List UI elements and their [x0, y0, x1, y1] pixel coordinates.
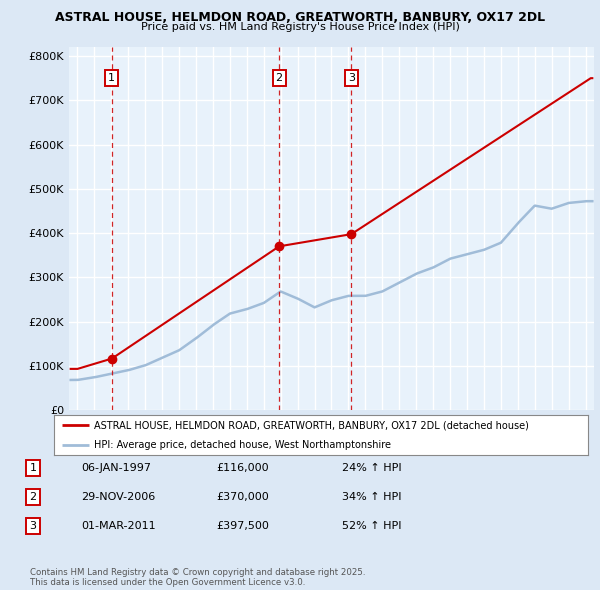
Text: Contains HM Land Registry data © Crown copyright and database right 2025.
This d: Contains HM Land Registry data © Crown c…	[30, 568, 365, 587]
Text: £116,000: £116,000	[216, 463, 269, 473]
Text: 29-NOV-2006: 29-NOV-2006	[81, 492, 155, 502]
Text: 3: 3	[348, 73, 355, 83]
Text: 2: 2	[29, 492, 37, 502]
Text: 1: 1	[108, 73, 115, 83]
Text: Price paid vs. HM Land Registry's House Price Index (HPI): Price paid vs. HM Land Registry's House …	[140, 22, 460, 32]
Text: 01-MAR-2011: 01-MAR-2011	[81, 521, 155, 530]
Text: ASTRAL HOUSE, HELMDON ROAD, GREATWORTH, BANBURY, OX17 2DL: ASTRAL HOUSE, HELMDON ROAD, GREATWORTH, …	[55, 11, 545, 24]
Text: HPI: Average price, detached house, West Northamptonshire: HPI: Average price, detached house, West…	[94, 441, 391, 450]
Text: 52% ↑ HPI: 52% ↑ HPI	[342, 521, 401, 530]
Text: 34% ↑ HPI: 34% ↑ HPI	[342, 492, 401, 502]
Text: 06-JAN-1997: 06-JAN-1997	[81, 463, 151, 473]
Text: 2: 2	[275, 73, 283, 83]
Text: 1: 1	[29, 463, 37, 473]
Text: £397,500: £397,500	[216, 521, 269, 530]
Text: £370,000: £370,000	[216, 492, 269, 502]
Text: 24% ↑ HPI: 24% ↑ HPI	[342, 463, 401, 473]
Text: ASTRAL HOUSE, HELMDON ROAD, GREATWORTH, BANBURY, OX17 2DL (detached house): ASTRAL HOUSE, HELMDON ROAD, GREATWORTH, …	[94, 421, 529, 430]
Text: 3: 3	[29, 521, 37, 530]
